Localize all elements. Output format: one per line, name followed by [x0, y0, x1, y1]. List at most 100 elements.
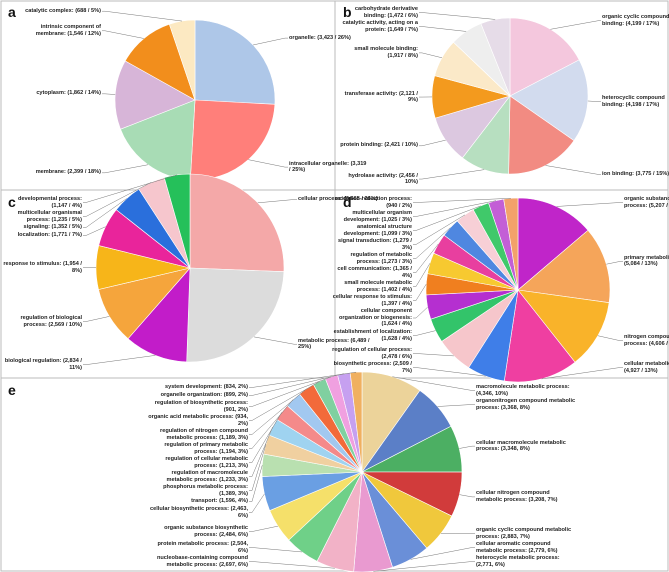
leader-line — [253, 336, 297, 345]
value-label: (1,365 / 4%) — [393, 266, 412, 279]
category-label: developmental process: — [17, 196, 82, 202]
slice-label: cellular macromolecule metabolic process… — [476, 440, 576, 453]
value-label: (2,697, 6%) — [219, 561, 248, 568]
slice-label: multicellular organismal process: (1,235… — [2, 210, 82, 223]
leader-line — [413, 198, 511, 203]
slice-label: cell communication: (1,365 / 4%) — [330, 266, 412, 279]
slice-label: signal transduction: (1,279 / 3%) — [330, 238, 412, 251]
slice-label: organic acid metabolic process: (934, 2%… — [148, 414, 248, 427]
category-label: small molecule binding: — [354, 46, 418, 53]
value-label: (2,463, 6%) — [230, 506, 248, 519]
leader-line — [102, 30, 144, 39]
category-label: cellular process: — [298, 196, 343, 202]
slice-label: cellular metabolic process: (4,927 / 13%… — [624, 361, 669, 374]
leader-line — [102, 164, 149, 174]
category-label: primary metabolic process: — [624, 254, 669, 261]
value-label: (1,596, 4%) — [219, 498, 248, 504]
value-label: (1,352 / 5%) — [51, 224, 82, 230]
slice-label: cellular aromatic compound metabolic pro… — [476, 541, 576, 554]
value-label: (2,421 / 10%) — [384, 142, 418, 149]
value-label: (899, 2%) — [223, 392, 248, 398]
leader-line — [373, 561, 475, 572]
slice-label: regulation of cellular metabolic process… — [148, 456, 248, 469]
slice-label: intracellular organelle: (3,319 / 25%) — [289, 161, 369, 174]
pie-slice — [508, 95, 575, 175]
value-label: (901, 2%) — [223, 406, 248, 413]
leader-line — [419, 169, 485, 180]
leader-line — [410, 547, 475, 560]
slice-label: catalytic activity, acting on a protein:… — [338, 20, 418, 33]
value-label: (2,484, 6%) — [219, 531, 248, 538]
value-label: (1,025 / 3%) — [381, 216, 412, 223]
value-label: (4,199 / 17%) — [625, 20, 660, 27]
leader-line — [413, 205, 481, 231]
value-label: (6,665 / 26%) — [344, 196, 378, 202]
category-label: multicellular organismal process: — [17, 210, 82, 223]
leader-line — [102, 93, 116, 95]
value-label: (1,233, 3%) — [219, 476, 248, 483]
category-label: cellular component organization or bioge… — [338, 308, 412, 321]
value-label: (2,504, 6%) — [230, 541, 248, 554]
category-label: protein metabolic process: — [157, 541, 230, 547]
category-label: regulation of biosynthetic process: — [154, 400, 248, 406]
category-label: organic acid metabolic process: — [148, 414, 234, 420]
value-label: (1,862 / 14%) — [67, 90, 101, 97]
leader-line — [248, 159, 288, 168]
value-label: (1,235 / 5%) — [51, 216, 82, 223]
leader-line — [249, 561, 335, 569]
leader-line — [606, 261, 623, 265]
value-label: (934, 2%) — [235, 414, 248, 427]
category-label: metabolic process: — [298, 337, 349, 344]
value-label: (688 / 5%) — [75, 7, 101, 14]
category-label: regulation of cellular metabolic process… — [165, 456, 248, 469]
value-label: (1,954 / 8%) — [63, 260, 82, 274]
slice-label: multicellular organism development: (1,0… — [330, 210, 412, 223]
slice-label: membrane: (2,399 / 18%) — [21, 169, 101, 176]
category-label: regulation of nitrogen compound metaboli… — [160, 428, 248, 441]
category-label: regulation of cellular process: — [332, 347, 412, 353]
value-label: (1,628 / 4%) — [381, 335, 412, 342]
category-label: oxidation-reduction process: — [334, 196, 412, 202]
value-label: (1,402 / 4%) — [381, 286, 412, 293]
value-label: (1,189, 3%) — [219, 434, 248, 441]
slice-label: regulation of biological process: (2,569… — [2, 315, 82, 328]
pie-slice — [517, 289, 610, 363]
value-label: (1,279 / 3%) — [393, 238, 412, 251]
value-label: (2,399 / 18%) — [67, 169, 101, 176]
value-label: (1,273 / 3%) — [381, 258, 412, 265]
leader-line — [459, 445, 475, 449]
slice-label: protein metabolic process: (2,504, 6%) — [148, 541, 248, 554]
category-label: transport: — [191, 498, 218, 504]
slice-label: cellular biosynthetic process: (2,463, 6… — [148, 506, 248, 519]
value-label: (3,348, 8%) — [500, 446, 530, 453]
value-label: (5,084 / 13%) — [624, 261, 658, 268]
leader-line — [249, 373, 344, 396]
leader-line — [249, 547, 302, 553]
category-label: anatomical structure development: — [343, 224, 412, 237]
leader-line — [83, 174, 178, 203]
category-label: biological regulation: — [4, 358, 62, 365]
category-label: membrane: — [35, 169, 66, 176]
slice-label: organic cyclic compound metabolic proces… — [476, 527, 576, 540]
leader-line — [257, 199, 297, 204]
slice-label: heterocyclic compound binding: (4,198 / … — [602, 95, 669, 108]
value-label: (5,207 / 14%) — [648, 202, 669, 209]
value-label: (2,456 / 10%) — [399, 172, 418, 186]
category-label: regulation of biological process: — [20, 315, 82, 328]
leader-line — [83, 226, 106, 236]
leader-line — [413, 263, 431, 287]
leader-line — [413, 284, 427, 301]
slice-label: nitrogen compound metabolic process: (4,… — [624, 334, 669, 347]
pie-slice — [480, 17, 511, 97]
slice-label: organelle organization: (899, 2%) — [148, 392, 248, 399]
slice-label: regulation of nitrogen compound metaboli… — [148, 428, 248, 441]
leader-line — [413, 243, 439, 273]
slice-label: heterocycle metabolic process: (2,771, 6… — [476, 555, 576, 568]
category-label: regulation of macromolecule metabolic pr… — [166, 470, 248, 483]
leader-line — [249, 525, 278, 532]
category-label: localization: — [17, 232, 50, 238]
slice-label: protein binding: (2,421 / 10%) — [338, 142, 418, 149]
leader-line — [102, 10, 183, 22]
leader-line — [249, 388, 307, 435]
category-label: cell communication: — [337, 266, 392, 272]
